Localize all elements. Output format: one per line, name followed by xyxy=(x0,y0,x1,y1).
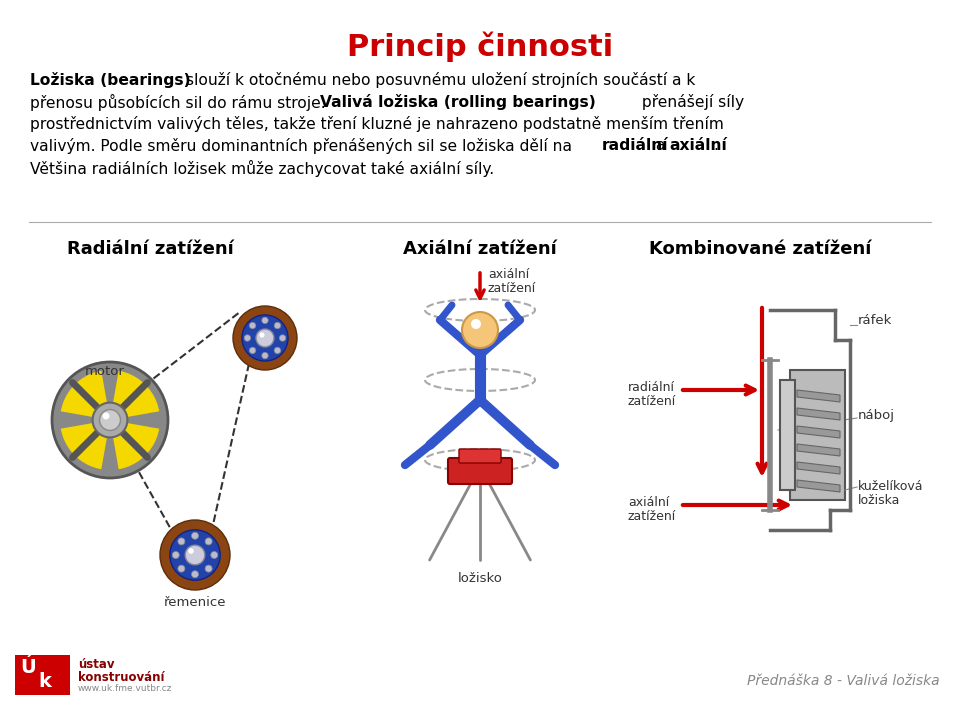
Circle shape xyxy=(191,571,199,578)
Text: Kombinované zatížení: Kombinované zatížení xyxy=(649,240,871,258)
Circle shape xyxy=(279,335,286,341)
Circle shape xyxy=(256,329,274,347)
Text: axiální: axiální xyxy=(669,138,727,153)
Circle shape xyxy=(100,410,120,431)
Polygon shape xyxy=(797,408,840,420)
Text: náboj: náboj xyxy=(858,408,895,422)
Circle shape xyxy=(471,319,481,329)
Circle shape xyxy=(185,545,204,565)
Text: Většina radiálních ložisek může zachycovat také axiální síly.: Většina radiálních ložisek může zachycov… xyxy=(30,160,494,177)
Circle shape xyxy=(188,548,194,554)
Text: zatížení: zatížení xyxy=(628,395,676,408)
Polygon shape xyxy=(797,480,840,492)
Polygon shape xyxy=(797,444,840,456)
Text: radiální: radiální xyxy=(628,381,675,394)
Circle shape xyxy=(52,362,168,478)
Polygon shape xyxy=(110,371,159,420)
FancyBboxPatch shape xyxy=(448,458,512,484)
Text: ráfek: ráfek xyxy=(858,314,893,326)
Text: motor: motor xyxy=(85,365,125,378)
Text: www.uk.fme.vutbr.cz: www.uk.fme.vutbr.cz xyxy=(78,684,173,693)
Polygon shape xyxy=(797,462,840,474)
Polygon shape xyxy=(797,426,840,438)
Circle shape xyxy=(103,412,109,419)
Text: k: k xyxy=(38,672,51,691)
Circle shape xyxy=(178,538,185,545)
FancyBboxPatch shape xyxy=(15,655,70,695)
Circle shape xyxy=(262,317,268,324)
Text: prostřednictvím valivých těles, takže tření kluzné je nahrazeno podstatně menším: prostřednictvím valivých těles, takže tř… xyxy=(30,116,724,132)
Text: axiální: axiální xyxy=(628,496,669,509)
Text: zatížení: zatížení xyxy=(488,282,537,295)
Polygon shape xyxy=(780,380,795,490)
FancyBboxPatch shape xyxy=(459,449,501,463)
Text: a: a xyxy=(651,138,670,153)
Text: .: . xyxy=(713,138,718,153)
Text: radiální: radiální xyxy=(602,138,668,153)
Circle shape xyxy=(462,312,498,348)
Circle shape xyxy=(211,551,218,558)
Circle shape xyxy=(250,348,255,354)
Text: Axiální zatížení: Axiální zatížení xyxy=(403,240,557,258)
Circle shape xyxy=(172,551,180,558)
Circle shape xyxy=(244,335,251,341)
Circle shape xyxy=(233,306,297,370)
Circle shape xyxy=(160,520,230,590)
Text: přenášejí síly: přenášejí síly xyxy=(637,94,744,110)
Text: Přednáška 8 - Valivá ložiska: Přednáška 8 - Valivá ložiska xyxy=(748,674,940,688)
Circle shape xyxy=(242,315,288,361)
Circle shape xyxy=(191,532,199,539)
Text: ústav: ústav xyxy=(78,658,114,671)
Circle shape xyxy=(259,333,265,338)
Circle shape xyxy=(275,322,280,329)
Text: valivým. Podle směru dominantních přenášených sil se ložiska dělí na: valivým. Podle směru dominantních přenáš… xyxy=(30,138,577,154)
Circle shape xyxy=(92,403,128,437)
Circle shape xyxy=(205,538,212,545)
Circle shape xyxy=(262,352,268,359)
Circle shape xyxy=(205,565,212,572)
Text: řemenice: řemenice xyxy=(164,596,227,609)
Text: Valivá ložiska (rolling bearings): Valivá ložiska (rolling bearings) xyxy=(320,94,596,110)
Text: Ú: Ú xyxy=(20,658,36,677)
Circle shape xyxy=(250,322,255,329)
Circle shape xyxy=(178,565,185,572)
Text: konstruování: konstruování xyxy=(78,671,164,684)
Text: kuželíková: kuželíková xyxy=(858,480,924,493)
Text: slouží k otočnému nebo posuvnému uložení strojních součástí a k: slouží k otočnému nebo posuvnému uložení… xyxy=(181,72,695,88)
Circle shape xyxy=(170,529,220,580)
Polygon shape xyxy=(60,420,110,470)
Text: ložisko: ložisko xyxy=(458,572,502,585)
Text: Radiální zatížení: Radiální zatížení xyxy=(66,240,233,258)
Text: ložiska: ložiska xyxy=(858,494,900,507)
Text: přenosu působících sil do rámu stroje.: přenosu působících sil do rámu stroje. xyxy=(30,94,330,111)
Polygon shape xyxy=(797,390,840,402)
Polygon shape xyxy=(60,371,110,420)
Text: zatížení: zatížení xyxy=(628,510,676,523)
Circle shape xyxy=(275,348,280,354)
Polygon shape xyxy=(110,420,159,470)
Text: Ložiska (bearings): Ložiska (bearings) xyxy=(30,72,191,88)
Text: Princip činnosti: Princip činnosti xyxy=(347,32,613,63)
Text: axiální: axiální xyxy=(488,268,529,281)
Polygon shape xyxy=(790,370,845,500)
